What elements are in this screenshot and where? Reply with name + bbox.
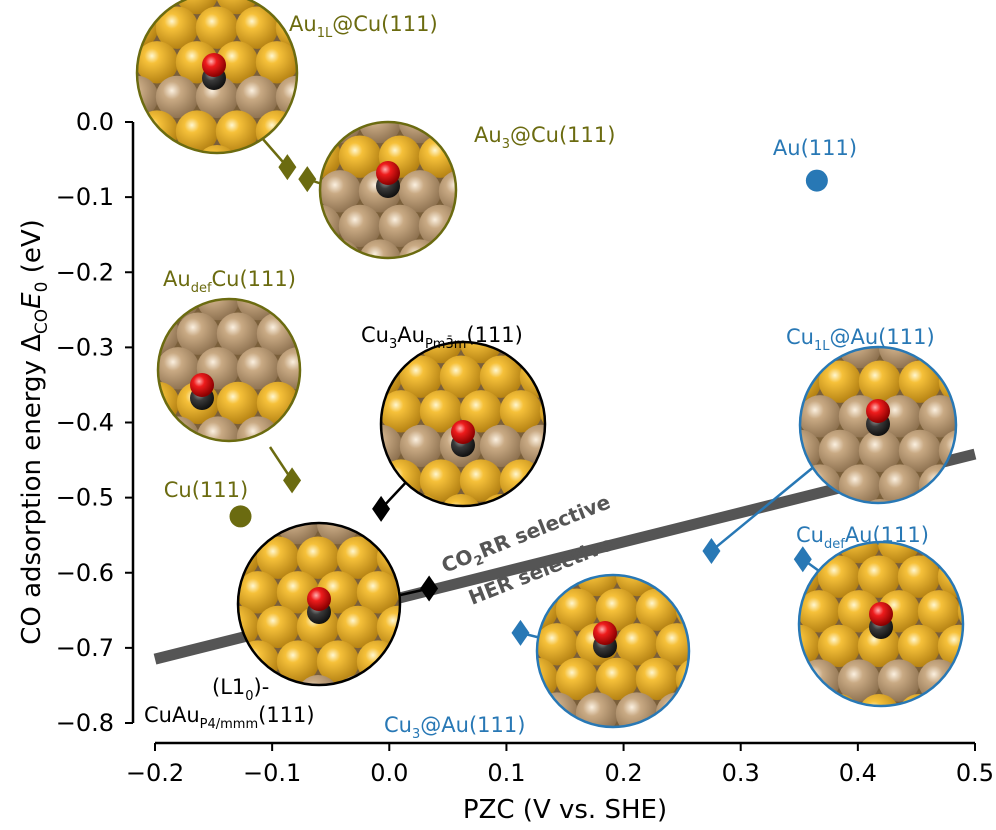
y-tick-label: −0.7 <box>56 634 114 662</box>
oxygen-atom <box>451 420 475 444</box>
point-CudefAu(111) <box>793 546 812 573</box>
au3-cu-inset <box>318 120 458 260</box>
label-cu111: Cu(111) <box>164 478 248 502</box>
label-cudef-au: CudefAu(111) <box>796 523 929 552</box>
y-axis-title: CO adsorption energy ΔCOE0 (eV) <box>17 219 52 645</box>
annotations: Au1L@Cu(111) Au3@Cu(111) Au(111) AudefCu(11… <box>144 12 935 742</box>
label-cu3-au: Cu3@Au(111) <box>384 713 525 742</box>
point-Au1L@Cu(111) <box>278 154 297 181</box>
inset-border <box>236 521 402 687</box>
oxygen-atom <box>376 161 400 185</box>
cu3au-inset <box>379 340 547 508</box>
y-tick-label: −0.2 <box>56 258 114 286</box>
inset-border <box>135 0 299 155</box>
x-tick-label: 0.0 <box>370 759 408 787</box>
point-(L10)-CuAu(111) <box>420 575 439 602</box>
y-tick-label: −0.6 <box>56 559 114 587</box>
x-tick-label: −0.2 <box>126 759 184 787</box>
label-cu1l-au: Cu1L@Au(111) <box>786 325 935 354</box>
x-axis-title: PZC (V vs. SHE) <box>463 795 667 825</box>
point-Cu3@Au(111) <box>511 619 530 646</box>
label-au111: Au(111) <box>773 136 857 160</box>
point-Au3@Cu(111) <box>298 166 317 193</box>
point-Cu3Au(111) <box>372 495 391 522</box>
insets <box>135 0 965 729</box>
y-tick-label: −0.5 <box>56 484 114 512</box>
label-au1l-cu: Au1L@Cu(111) <box>289 12 438 41</box>
oxygen-atom <box>202 53 226 77</box>
x-ticks: −0.2 −0.1 0.0 0.1 0.2 0.3 0.4 0.5 <box>126 743 994 787</box>
y-tick-label: 0.0 <box>76 108 114 136</box>
y-tick-label: −0.1 <box>56 183 114 211</box>
label-l10-line2: CuAuP4/mmm(111) <box>144 703 315 732</box>
x-tick-label: 0.2 <box>604 759 642 787</box>
x-tick-label: 0.5 <box>956 759 994 787</box>
oxygen-atom <box>866 399 890 423</box>
point-Au(111) <box>805 169 828 192</box>
x-tick-label: 0.1 <box>487 759 525 787</box>
axes: 0.0 −0.1 −0.2 −0.3 −0.4 −0.5 −0.6 −0.7 −0.8 −0.2… <box>17 108 994 825</box>
inset-border <box>156 297 302 443</box>
inset-border <box>318 120 458 260</box>
oxygen-atom <box>190 373 214 397</box>
oxygen-atom <box>307 587 331 611</box>
y-tick-label: −0.3 <box>56 333 114 361</box>
x-tick-label: 0.4 <box>839 759 877 787</box>
point-Cu(111) <box>229 505 252 528</box>
oxygen-atom <box>593 621 617 645</box>
inset-border <box>535 573 691 729</box>
connector-line <box>710 464 817 552</box>
au1l-cu-inset <box>135 0 299 155</box>
inset-border <box>379 340 547 508</box>
inset-border <box>798 345 958 505</box>
label-l10-line1: (L10)- <box>212 675 269 704</box>
y-ticks: 0.0 −0.1 −0.2 −0.3 −0.4 −0.5 −0.6 −0.7 −0.8 <box>56 108 133 737</box>
point-AudefCu(111) <box>283 467 302 494</box>
label-au3-cu: Au3@Cu(111) <box>474 123 615 152</box>
inset-border <box>797 540 965 708</box>
label-cu3au: Cu3AuPm3̄m(111) <box>361 323 523 352</box>
oxygen-atom <box>869 602 893 626</box>
y-tick-label: −0.4 <box>56 409 114 437</box>
data-marks <box>229 154 828 646</box>
x-tick-label: −0.1 <box>243 759 301 787</box>
y-tick-label: −0.8 <box>56 709 114 737</box>
label-audef-cu: AudefCu(111) <box>163 267 296 296</box>
x-tick-label: 0.3 <box>722 759 760 787</box>
point-Cu1L@Au(111) <box>702 537 721 564</box>
